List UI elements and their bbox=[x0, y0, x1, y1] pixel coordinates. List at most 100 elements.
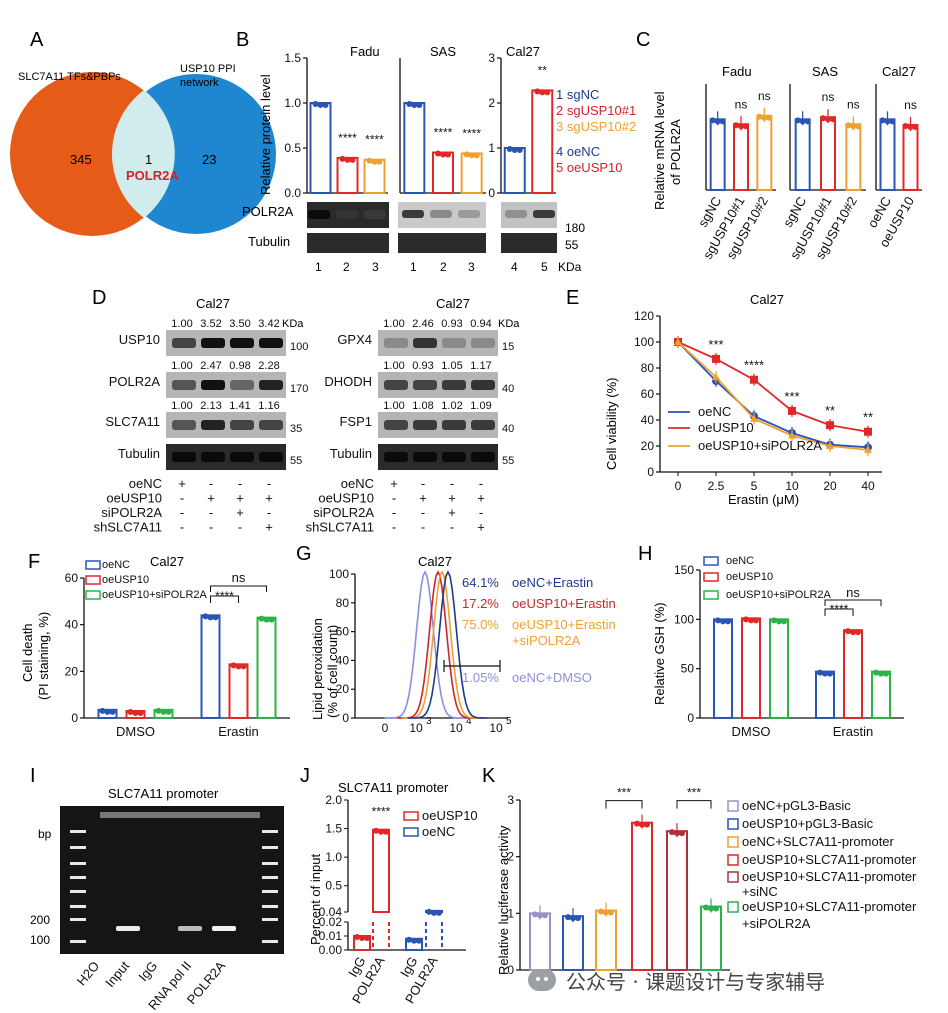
d-right-band bbox=[413, 338, 437, 348]
h-dot bbox=[817, 669, 823, 676]
b-band-polr2a-fadu bbox=[336, 210, 358, 219]
d-left-band bbox=[201, 338, 225, 348]
j-dot bbox=[436, 909, 442, 916]
f-dot bbox=[240, 663, 247, 670]
b-sas-dot bbox=[406, 101, 413, 107]
e-y-tick-label: 0 bbox=[647, 465, 654, 479]
h-dot bbox=[720, 618, 726, 625]
i-title: SLC7A11 promoter bbox=[108, 786, 219, 801]
h-dot bbox=[748, 617, 754, 624]
f-dot bbox=[263, 616, 270, 623]
j-y-tick-label: 0.02 bbox=[319, 915, 343, 929]
i-ladder-band bbox=[262, 905, 278, 908]
d-right-band bbox=[471, 420, 495, 430]
c-ylabel-2: of POLR2A bbox=[668, 119, 683, 185]
d-left-quant: 3.50 bbox=[229, 318, 250, 330]
b-fadu-dot bbox=[322, 102, 329, 108]
c-bar-sgUSP10#2 bbox=[845, 123, 862, 191]
k-bar-4 bbox=[666, 830, 688, 972]
b-cal27-bar-5 bbox=[531, 89, 554, 194]
c-bar-sgUSP10#1 bbox=[733, 123, 749, 191]
panel-i: I SLC7A11 promoter bp 200 100 H2O Input Ig… bbox=[30, 765, 284, 1013]
j-dot bbox=[359, 935, 365, 941]
b-blot-label-tubulin: Tubulin bbox=[248, 234, 290, 249]
f-dot bbox=[104, 708, 111, 715]
d-cond-label: oeNC bbox=[129, 476, 162, 491]
e-y-tick-label: 20 bbox=[641, 439, 655, 453]
h-dot bbox=[883, 670, 889, 677]
h-dot bbox=[855, 629, 861, 636]
h-y-tick-label: 0 bbox=[687, 711, 694, 725]
d-right-band bbox=[384, 452, 408, 462]
d-left-quant: 2.28 bbox=[258, 360, 279, 372]
c-ns-label: ns bbox=[847, 97, 860, 111]
b-band-polr2a-cal27 bbox=[533, 210, 555, 218]
k-dot bbox=[598, 908, 604, 915]
d-cond-sign: - bbox=[267, 505, 271, 520]
c-ns-label: ns bbox=[822, 90, 835, 104]
h-bar-oeUSP10+siPOLR2A-DMSO bbox=[769, 618, 789, 719]
k-legend-swatch bbox=[727, 836, 739, 848]
d-cond-sign: + bbox=[265, 491, 273, 506]
g-y-tick-label: 0 bbox=[342, 711, 349, 725]
g-series-label: oeNC+DMSO bbox=[512, 670, 592, 685]
d-right-kda: 40 bbox=[502, 423, 514, 435]
k-legend-label: oeUSP10+pGL3-Basic bbox=[742, 816, 874, 831]
e-xlabel: Erastin (μM) bbox=[728, 492, 799, 507]
k-sig-bracket-2 bbox=[676, 800, 712, 809]
g-pct-label: 17.2% bbox=[462, 596, 499, 611]
d-cond-label: oeNC bbox=[341, 476, 374, 491]
b-lane-3: 3 bbox=[372, 260, 379, 274]
d-cond-sign: - bbox=[392, 491, 396, 506]
watermark-text: 公众号 · 课题设计与专家辅导 bbox=[566, 969, 826, 994]
b-fadu-sig: **** bbox=[338, 131, 357, 145]
d-left-quant: 1.00 bbox=[171, 360, 192, 372]
f-sig: **** bbox=[215, 589, 234, 603]
e-y-tick-label: 60 bbox=[641, 387, 655, 401]
d-right-kda: 40 bbox=[502, 383, 514, 395]
c-dot bbox=[825, 116, 831, 123]
f-ylabel-1: Cell death bbox=[20, 623, 35, 682]
j-y-tick-label: 0.01 bbox=[319, 929, 343, 943]
f-y-tick-label: 60 bbox=[65, 571, 79, 585]
panel-c: C Relative mRNA level of POLR2A Fadu SAS… bbox=[636, 29, 922, 262]
f-sig-bracket bbox=[210, 595, 239, 603]
f-dot bbox=[127, 709, 134, 715]
d-cond-sign: + bbox=[265, 520, 273, 535]
d-cond-label: oeUSP10 bbox=[318, 491, 374, 506]
c-dot bbox=[733, 122, 739, 129]
k-y-tick-label: 2 bbox=[507, 850, 514, 864]
k-legend-swatch bbox=[727, 854, 739, 866]
b-fadu-dot bbox=[376, 158, 383, 165]
b-fadu-bar-2 bbox=[336, 156, 359, 194]
panel-e: E Cal27 Cell viability (%) Erastin (μM) … bbox=[566, 287, 882, 507]
c-dot bbox=[799, 118, 806, 125]
h-dot bbox=[781, 618, 787, 625]
c-dot bbox=[820, 115, 826, 122]
i-pcr-band bbox=[212, 926, 236, 931]
d-left-row-label: USP10 bbox=[119, 332, 160, 347]
b-cal27-dot bbox=[534, 88, 541, 95]
h-legend-swatch bbox=[703, 556, 719, 566]
d-cond-sign: + bbox=[419, 491, 427, 506]
d-cond-sign: + bbox=[390, 476, 398, 491]
d-left-quant: 0.98 bbox=[229, 360, 250, 372]
b-sas-bar-2 bbox=[432, 151, 454, 194]
k-dot bbox=[542, 912, 548, 919]
c-dot bbox=[804, 118, 811, 125]
e-marker bbox=[826, 442, 834, 449]
k-legend-label: oeUSP10+SLC7A11-promoter bbox=[742, 899, 917, 914]
b-sas-dot bbox=[463, 151, 470, 158]
venn-right-label-2: network bbox=[180, 77, 219, 89]
d-kda-unit-left: KDa bbox=[282, 318, 304, 330]
g-x-tick-label: 10 bbox=[409, 721, 423, 735]
d-left-band bbox=[201, 380, 225, 390]
c-bar-oeNC bbox=[879, 118, 896, 191]
e-x-tick-label: 20 bbox=[823, 479, 837, 493]
g-series-label: +siPOLR2A bbox=[512, 633, 581, 648]
d-left-band bbox=[172, 338, 196, 348]
j-legend-label: oeNC bbox=[422, 824, 455, 839]
d-cond-sign: - bbox=[209, 520, 213, 535]
i-well-row bbox=[100, 812, 260, 818]
b-lane-5: 5 bbox=[541, 260, 548, 274]
